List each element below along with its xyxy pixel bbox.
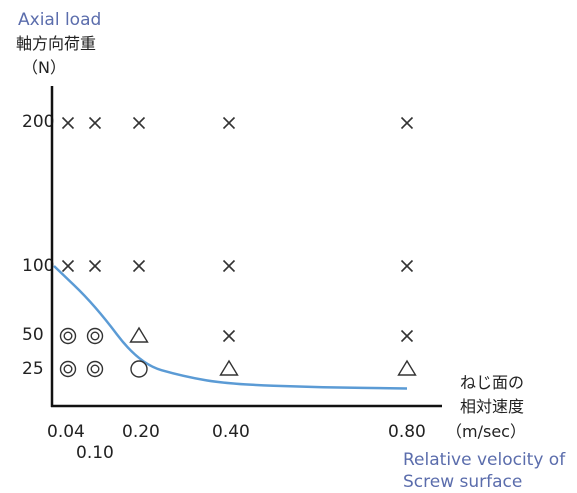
- y-axis-label-en: Axial load: [18, 10, 102, 30]
- marker-double-circle: [59, 327, 77, 345]
- x-tick-label: 0.40: [212, 422, 250, 442]
- x-tick-label: 0.10: [76, 443, 114, 463]
- marker-triangle: [129, 326, 149, 343]
- marker-triangle: [219, 359, 239, 376]
- boundary-curve: [53, 265, 408, 390]
- marker-cross: [222, 329, 236, 343]
- y-tick-label: 100: [22, 256, 55, 276]
- marker-cross: [61, 259, 75, 273]
- marker-cross: [132, 259, 146, 273]
- marker-double-circle: [86, 360, 104, 378]
- x-axis-label-ja-line2: 相対速度: [460, 397, 525, 416]
- marker-triangle: [397, 359, 417, 376]
- marker-cross: [132, 116, 146, 130]
- marker-circle: [130, 360, 148, 378]
- marker-double-circle: [86, 327, 104, 345]
- marker-cross: [222, 116, 236, 130]
- y-tick-label: 50: [22, 325, 44, 345]
- marker-cross: [400, 329, 414, 343]
- marker-double-circle: [59, 360, 77, 378]
- x-tick-label: 0.20: [122, 422, 160, 442]
- x-axis-label-ja-line1: ねじ面の: [460, 373, 525, 392]
- x-axis-label-en-line1: Relative velocity of: [403, 450, 566, 470]
- x-tick-label: 0.04: [47, 422, 85, 442]
- y-tick-label: 25: [22, 359, 44, 379]
- x-tick-label: 0.80: [388, 422, 426, 442]
- marker-cross: [61, 116, 75, 130]
- marker-cross: [88, 116, 102, 130]
- marker-cross: [222, 259, 236, 273]
- marker-cross: [400, 259, 414, 273]
- y-tick-label: 200: [22, 112, 55, 132]
- marker-cross: [400, 116, 414, 130]
- x-axis-label-en-line2: Screw surface: [403, 472, 523, 492]
- y-axis-label-ja: 軸方向荷重: [16, 34, 97, 53]
- marker-cross: [88, 259, 102, 273]
- y-axis-unit: （N）: [22, 58, 66, 77]
- x-axis-unit: （m/sec）: [446, 422, 526, 441]
